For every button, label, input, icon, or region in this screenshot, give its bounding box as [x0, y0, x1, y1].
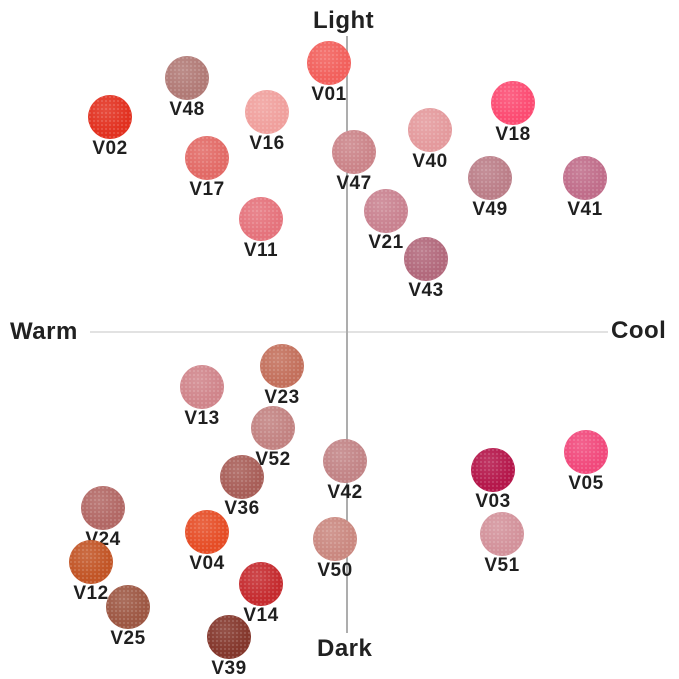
shade-label-v21: V21: [368, 232, 404, 253]
shade-dot-v21: [364, 189, 408, 233]
shade-label-v14: V14: [243, 605, 279, 626]
axis-label-light: Light: [313, 7, 375, 34]
shade-label-v02: V02: [92, 138, 128, 159]
shade-label-v42: V42: [327, 482, 363, 503]
shade-dot-v11: [239, 197, 283, 241]
shade-dot-v41: [563, 156, 607, 200]
shade-label-v48: V48: [169, 99, 205, 120]
shade-label-v50: V50: [317, 560, 353, 581]
shade-label-v11: V11: [243, 240, 279, 261]
shade-dot-v13: [180, 365, 224, 409]
shade-label-v43: V43: [408, 280, 444, 301]
shade-label-v25: V25: [110, 628, 146, 649]
shade-dot-v24: [81, 486, 125, 530]
shade-dot-v16: [245, 90, 289, 134]
shade-label-v16: V16: [249, 133, 285, 154]
shade-dot-v48: [165, 56, 209, 100]
shade-label-v47: V47: [336, 173, 372, 194]
shade-dot-v47: [332, 130, 376, 174]
shade-label-v18: V18: [495, 124, 531, 145]
shade-label-v17: V17: [189, 179, 225, 200]
axis-label-warm: Warm: [10, 318, 78, 345]
shade-dot-v05: [564, 430, 608, 474]
shade-dot-v51: [480, 512, 524, 556]
shade-dot-v01: [307, 41, 351, 85]
shade-label-v49: V49: [472, 199, 508, 220]
shade-dot-v04: [185, 510, 229, 554]
shade-dot-v36: [220, 455, 264, 499]
shade-label-v23: V23: [264, 387, 300, 408]
shade-label-v05: V05: [568, 473, 604, 494]
shade-label-v40: V40: [412, 151, 448, 172]
shade-dot-v40: [408, 108, 452, 152]
shade-dot-v43: [404, 237, 448, 281]
shade-dot-v52: [251, 406, 295, 450]
shade-label-v04: V04: [189, 553, 225, 574]
shade-dot-v49: [468, 156, 512, 200]
shade-label-v39: V39: [211, 658, 247, 679]
shade-dot-v42: [323, 439, 367, 483]
shade-dot-v12: [69, 540, 113, 584]
shade-label-v01: V01: [311, 84, 347, 105]
shade-dot-v18: [491, 81, 535, 125]
shade-dot-v14: [239, 562, 283, 606]
shade-dot-v39: [207, 615, 251, 659]
shade-dot-v03: [471, 448, 515, 492]
shade-label-v51: V51: [484, 555, 520, 576]
shade-label-v41: V41: [567, 199, 603, 220]
shade-label-v03: V03: [475, 491, 511, 512]
shade-label-v13: V13: [184, 408, 220, 429]
horizontal-axis-line: [90, 331, 608, 333]
axis-label-cool: Cool: [611, 317, 667, 344]
shade-dot-v02: [88, 95, 132, 139]
axis-label-dark: Dark: [317, 635, 373, 662]
shade-dot-v25: [106, 585, 150, 629]
shade-label-v12: V12: [73, 583, 109, 604]
shade-label-v52: V52: [255, 449, 291, 470]
shade-label-v36: V36: [224, 498, 260, 519]
shade-dot-v23: [260, 344, 304, 388]
vertical-axis-line: [346, 36, 348, 633]
shade-dot-v17: [185, 136, 229, 180]
shade-dot-v50: [313, 517, 357, 561]
